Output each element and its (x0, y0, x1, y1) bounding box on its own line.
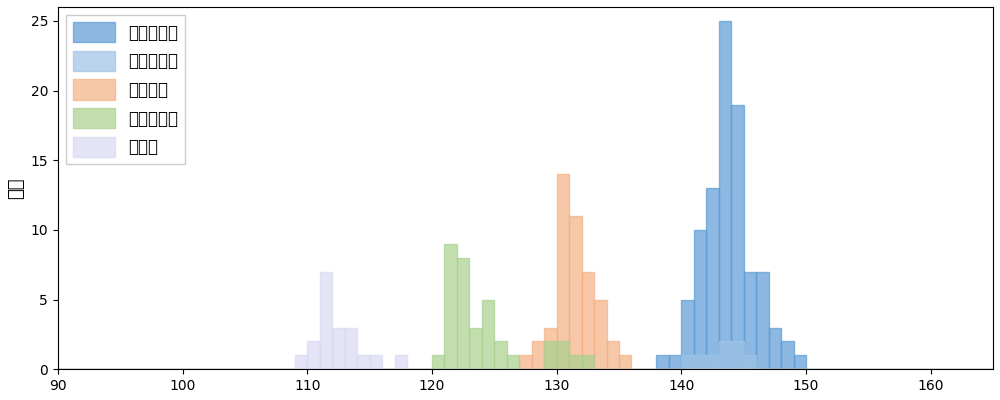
Bar (469, 328, 482, 369)
Bar (494, 342, 507, 369)
Bar (706, 188, 719, 369)
Bar (594, 300, 607, 369)
Bar (507, 355, 519, 369)
Bar (532, 342, 544, 369)
Bar (607, 342, 619, 369)
Bar (295, 355, 307, 369)
Bar (332, 328, 345, 369)
Bar (794, 355, 806, 369)
Bar (656, 355, 669, 369)
Bar (582, 272, 594, 369)
Bar (706, 355, 719, 369)
Legend: ストレート, ツーシーム, フォーク, スライダー, カーブ: ストレート, ツーシーム, フォーク, スライダー, カーブ (66, 15, 185, 164)
Bar (731, 104, 744, 369)
Bar (357, 355, 370, 369)
Bar (307, 342, 320, 369)
Bar (395, 355, 407, 369)
Bar (619, 355, 631, 369)
Bar (544, 328, 557, 369)
Bar (569, 355, 582, 369)
Bar (781, 342, 794, 369)
Bar (519, 355, 532, 369)
Bar (345, 328, 357, 369)
Bar (681, 355, 694, 369)
Bar (744, 272, 756, 369)
Bar (457, 258, 469, 369)
Bar (370, 355, 382, 369)
Bar (719, 21, 731, 369)
Bar (482, 300, 494, 369)
Bar (694, 230, 706, 369)
Bar (744, 355, 756, 369)
Bar (320, 272, 332, 369)
Y-axis label: 球数: 球数 (7, 177, 25, 199)
Bar (756, 272, 769, 369)
Bar (432, 355, 444, 369)
Bar (669, 355, 681, 369)
Bar (719, 342, 731, 369)
Bar (569, 216, 582, 369)
Bar (681, 300, 694, 369)
Bar (444, 244, 457, 369)
Bar (544, 342, 557, 369)
Bar (731, 342, 744, 369)
Bar (557, 342, 569, 369)
Bar (557, 174, 569, 369)
Bar (694, 355, 706, 369)
Bar (769, 328, 781, 369)
Bar (582, 355, 594, 369)
